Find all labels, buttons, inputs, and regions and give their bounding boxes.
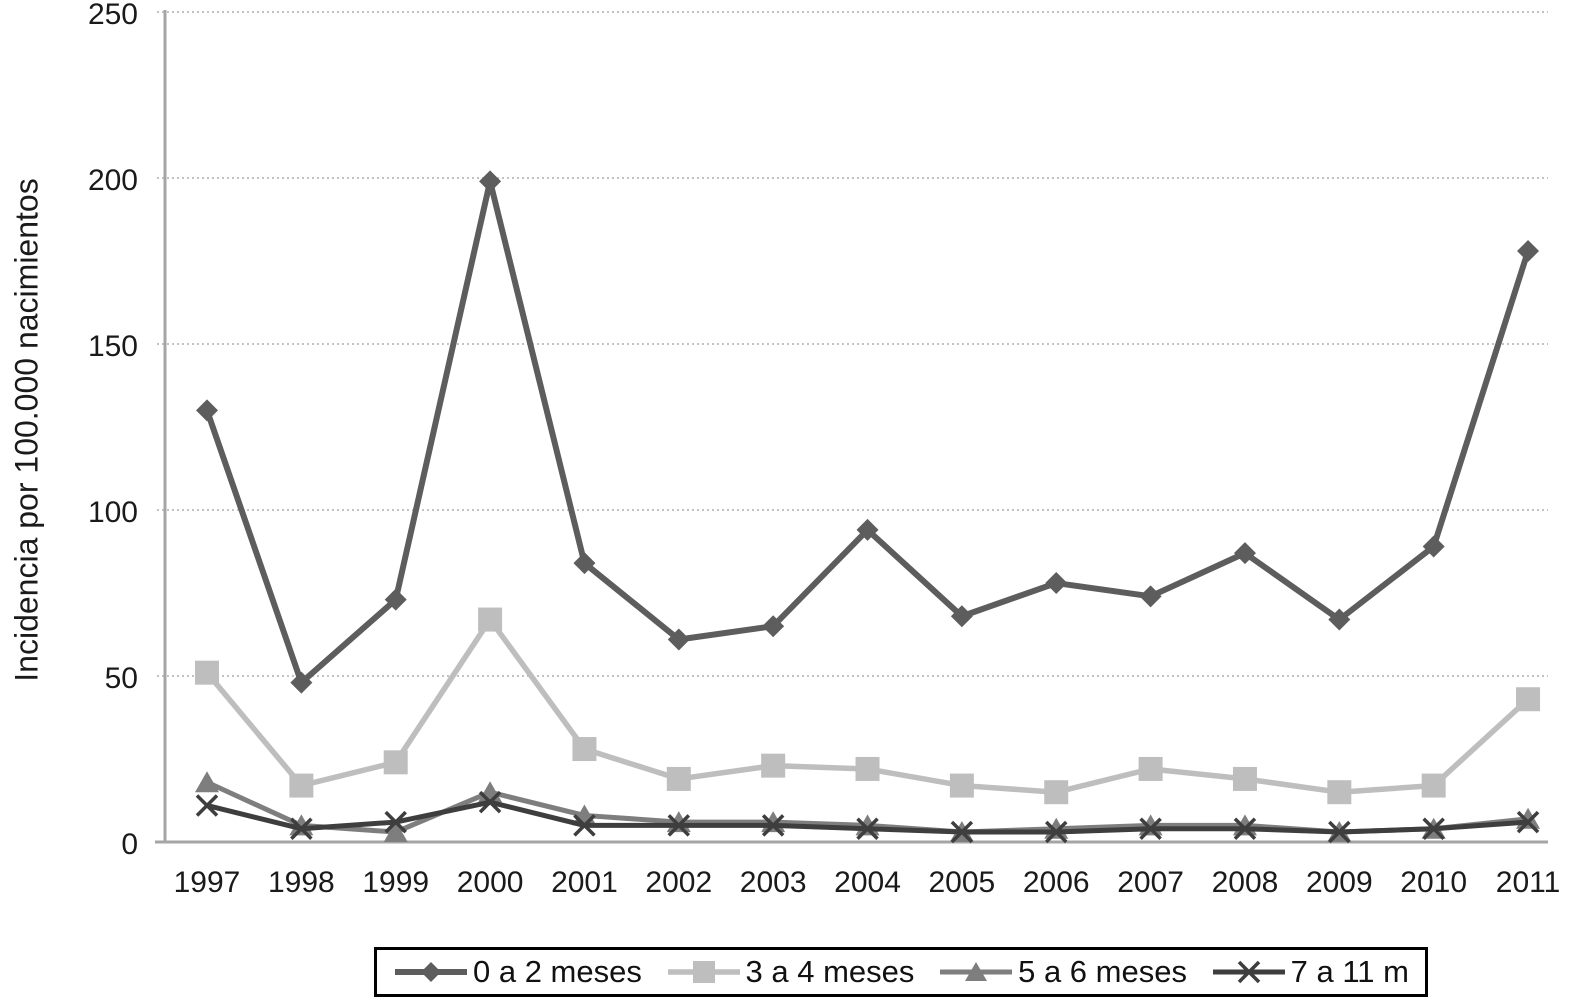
x-tick-label: 1998 bbox=[267, 866, 335, 899]
legend-x-icon bbox=[1212, 960, 1285, 984]
legend-item: 3 a 4 meses bbox=[666, 954, 915, 990]
x-tick-label: 1997 bbox=[173, 866, 241, 899]
data-point-x-marker bbox=[761, 814, 785, 837]
legend-label: 3 a 4 meses bbox=[745, 954, 915, 989]
data-point-diamond-marker bbox=[1422, 535, 1445, 558]
x-tick-label: 2010 bbox=[1400, 866, 1468, 899]
legend-label: 0 a 2 meses bbox=[473, 954, 642, 989]
data-point-diamond-marker bbox=[196, 399, 218, 422]
data-point-square-marker bbox=[478, 607, 503, 632]
legend-box: 0 a 2 meses 3 a 4 meses 5 a 6 meses 7 a 11 … bbox=[374, 947, 1428, 997]
data-point-square-marker bbox=[1138, 756, 1163, 781]
data-point-diamond-marker bbox=[1328, 608, 1351, 631]
x-tick-label: 2006 bbox=[1022, 866, 1090, 899]
data-point-x-marker bbox=[950, 820, 974, 844]
data-point-x-marker bbox=[1516, 810, 1540, 834]
y-tick-label: 250 bbox=[87, 0, 138, 31]
data-point-x-marker bbox=[384, 810, 407, 834]
x-tick-label: 2000 bbox=[456, 866, 524, 899]
x-tick-label: 1999 bbox=[362, 866, 430, 899]
data-point-square-marker bbox=[383, 750, 408, 775]
data-point-diamond-marker bbox=[950, 605, 973, 628]
data-point-diamond-marker bbox=[1517, 240, 1540, 263]
data-point-square-marker bbox=[1044, 780, 1069, 805]
legend-label: 7 a 11 m bbox=[1290, 954, 1409, 989]
y-tick-label: 50 bbox=[104, 662, 138, 695]
data-point-diamond-marker bbox=[856, 518, 879, 541]
x-tick-label: 2009 bbox=[1305, 866, 1373, 899]
data-point-square-marker bbox=[195, 660, 219, 685]
series-line-0-a-2-meses bbox=[204, 178, 1531, 686]
data-point-square-marker bbox=[949, 773, 974, 798]
data-point-x-marker bbox=[573, 814, 596, 837]
legend-item: 7 a 11 m bbox=[1211, 954, 1409, 990]
data-point-square-marker bbox=[1327, 780, 1352, 805]
data-point-x-marker bbox=[478, 790, 502, 814]
x-tick-label: 2003 bbox=[739, 866, 807, 899]
data-point-x-marker bbox=[1328, 820, 1351, 844]
data-point-square-marker bbox=[855, 756, 880, 781]
data-point-x-marker bbox=[1139, 817, 1162, 840]
legend-item: 0 a 2 meses bbox=[393, 954, 642, 990]
data-point-x-marker bbox=[667, 814, 691, 837]
data-point-triangle-marker bbox=[195, 771, 219, 793]
x-tick-label: 2004 bbox=[834, 866, 901, 899]
data-point-diamond-marker bbox=[479, 170, 502, 193]
x-tick-label: 2005 bbox=[928, 866, 996, 899]
data-point-diamond-marker bbox=[290, 671, 313, 694]
y-tick-label: 100 bbox=[87, 496, 138, 529]
data-point-x-marker bbox=[1045, 820, 1068, 844]
data-point-diamond-marker bbox=[1233, 542, 1256, 565]
data-point-diamond-marker bbox=[762, 615, 785, 638]
legend-square-icon bbox=[667, 961, 740, 983]
data-point-square-marker bbox=[761, 753, 786, 778]
legend-label: 5 a 6 meses bbox=[1018, 954, 1187, 989]
data-point-x-marker bbox=[856, 817, 879, 840]
x-tick-label: 2001 bbox=[551, 866, 618, 899]
data-point-triangle-marker bbox=[383, 821, 408, 843]
legend-item: 5 a 6 meses bbox=[938, 954, 1187, 990]
x-tick-label: 2007 bbox=[1117, 866, 1184, 899]
data-point-square-marker bbox=[1232, 766, 1257, 791]
legend-triangle-icon bbox=[940, 962, 1013, 981]
x-tick-label: 2008 bbox=[1211, 866, 1279, 899]
y-tick-label: 200 bbox=[87, 164, 138, 197]
data-point-square-marker bbox=[289, 773, 314, 798]
data-point-x-marker bbox=[1422, 817, 1445, 840]
data-point-diamond-marker bbox=[1139, 585, 1162, 608]
data-point-diamond-marker bbox=[384, 588, 407, 611]
data-point-square-marker bbox=[666, 766, 691, 791]
y-tick-label: 0 bbox=[121, 828, 138, 861]
legend-diamond-icon bbox=[395, 962, 467, 982]
data-point-diamond-marker bbox=[573, 552, 596, 575]
data-point-x-marker bbox=[1233, 817, 1257, 840]
x-tick-label: 2002 bbox=[645, 866, 713, 899]
data-point-square-marker bbox=[1516, 687, 1541, 712]
data-point-diamond-marker bbox=[667, 628, 690, 651]
data-point-x-marker bbox=[195, 794, 219, 817]
data-point-square-marker bbox=[1421, 773, 1446, 798]
data-point-diamond-marker bbox=[1045, 572, 1068, 595]
data-point-x-marker bbox=[290, 817, 313, 840]
x-tick-label: 2011 bbox=[1495, 866, 1561, 899]
data-point-square-marker bbox=[572, 737, 597, 762]
y-tick-label: 150 bbox=[87, 330, 138, 363]
